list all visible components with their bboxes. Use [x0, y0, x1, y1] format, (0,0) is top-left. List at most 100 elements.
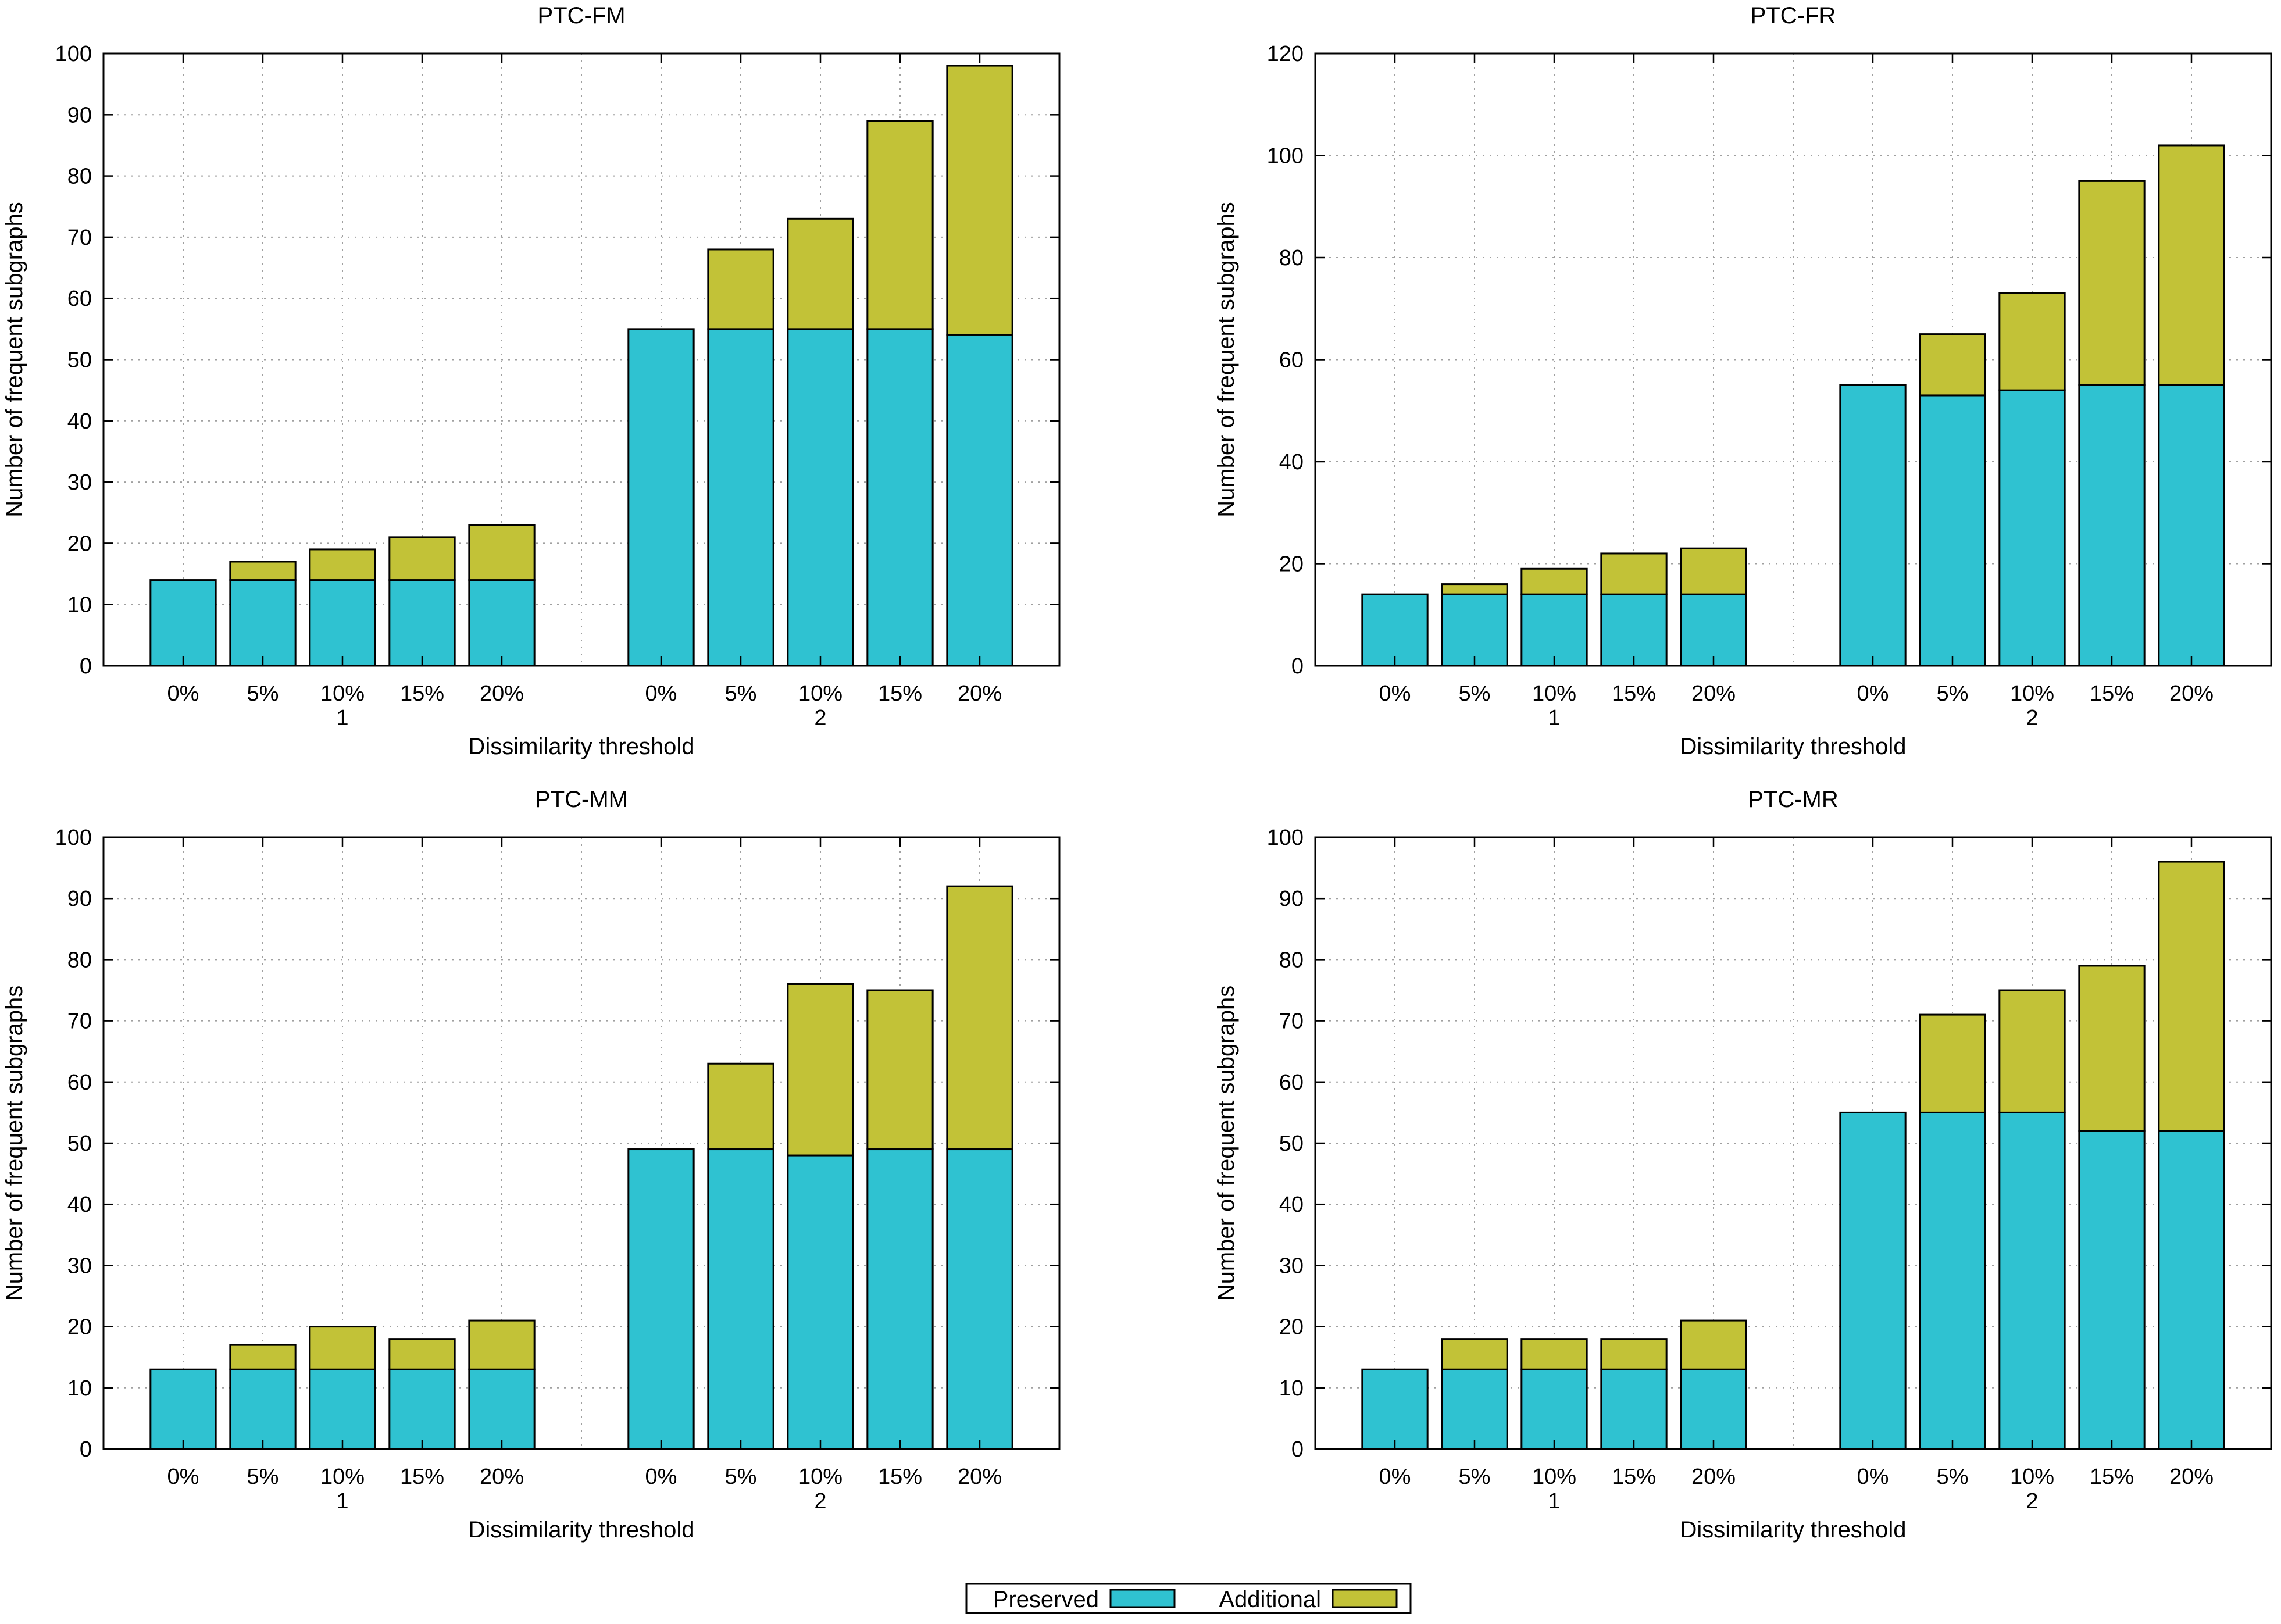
y-tick-label: 100 — [55, 42, 92, 66]
y-tick-label: 80 — [67, 948, 92, 972]
x-tick-label: 0% — [1857, 1465, 1889, 1489]
x-tick-label: 5% — [247, 681, 279, 706]
y-tick-label: 80 — [67, 165, 92, 189]
bar-additional — [866, 120, 934, 330]
y-tick-label: 30 — [67, 470, 92, 495]
x-tick-label: 15% — [2090, 1465, 2134, 1489]
bar-additional — [229, 1344, 297, 1370]
bar-preserved — [1680, 593, 1747, 667]
bar-additional — [309, 1326, 376, 1370]
x-tick-label: 0% — [645, 681, 677, 706]
y-tick-label: 30 — [1279, 1254, 1304, 1278]
x-tick-label: 10% — [2010, 1465, 2054, 1489]
x-tick-label: 20% — [2169, 681, 2214, 706]
bar-additional — [388, 1338, 456, 1370]
y-tick-label: 100 — [1267, 144, 1304, 169]
bar-preserved — [1600, 1368, 1668, 1450]
x-tick-label: 5% — [725, 681, 757, 706]
y-tick-label: 70 — [67, 1009, 92, 1034]
plot-frame — [102, 836, 1061, 1450]
x-tick-label: 15% — [878, 1465, 922, 1489]
bar-preserved — [946, 1148, 1013, 1450]
bar-additional — [1680, 1319, 1747, 1370]
bar-preserved — [229, 1368, 297, 1450]
x-tick-label: 15% — [1612, 1465, 1656, 1489]
bar-preserved — [149, 1368, 217, 1450]
bar-preserved — [707, 328, 774, 667]
y-tick-label: 70 — [1279, 1009, 1304, 1034]
x-tick-label: 15% — [400, 681, 444, 706]
x-tick-label: 10% — [320, 1465, 365, 1489]
bar-preserved — [309, 1368, 376, 1450]
x-tick-label: 20% — [1691, 681, 1736, 706]
x-group-label: 2 — [814, 1489, 826, 1514]
y-axis-label: Number of frequent subgraphs — [2, 202, 27, 517]
x-tick-label: 15% — [2090, 681, 2134, 706]
bar-preserved — [2078, 1130, 2146, 1450]
bar-additional — [229, 561, 297, 581]
y-tick-label: 10 — [67, 593, 92, 618]
bar-additional — [707, 1062, 774, 1151]
y-tick-label: 0 — [80, 654, 92, 679]
bar-preserved — [1361, 593, 1429, 667]
bar-additional — [1919, 1013, 1986, 1113]
y-tick-label: 60 — [1279, 1070, 1304, 1095]
legend-label-preserved: Preserved — [993, 1587, 1099, 1612]
chart-title: PTC-FR — [1751, 3, 1836, 28]
chart-title: PTC-MR — [1748, 787, 1839, 812]
bar-additional — [946, 65, 1013, 336]
x-tick-label: 0% — [1857, 681, 1889, 706]
bar-preserved — [309, 579, 376, 667]
x-tick-label: 15% — [400, 1465, 444, 1489]
bar-preserved — [2078, 384, 2146, 667]
y-tick-label: 50 — [67, 1132, 92, 1156]
bar-preserved — [1441, 593, 1508, 667]
x-tick-label: 10% — [798, 1465, 843, 1489]
x-tick-label: 20% — [958, 681, 1002, 706]
x-tick-label: 5% — [725, 1465, 757, 1489]
x-tick-label: 10% — [1532, 1465, 1576, 1489]
chart-title: PTC-FM — [537, 3, 625, 28]
x-group-label: 1 — [1548, 1489, 1560, 1514]
bar-additional — [2078, 180, 2146, 386]
x-tick-label: 10% — [1532, 681, 1576, 706]
x-tick-label: 5% — [1937, 1465, 1969, 1489]
y-axis-label: Number of frequent subgraphs — [1213, 202, 1239, 517]
y-tick-label: 100 — [55, 826, 92, 850]
bar-additional — [1441, 583, 1508, 595]
bar-preserved — [707, 1148, 774, 1450]
legend: Preserved Additional — [965, 1583, 1412, 1614]
y-tick-label: 90 — [67, 887, 92, 911]
bar-preserved — [1520, 593, 1588, 667]
bar-additional — [468, 1319, 536, 1370]
x-axis-label: Dissimilarity threshold — [1680, 1517, 1907, 1543]
bar-additional — [1441, 1338, 1508, 1370]
y-tick-label: 20 — [1279, 552, 1304, 577]
plot-frame — [102, 52, 1061, 667]
bar-preserved — [866, 328, 934, 667]
bar-additional — [1998, 292, 2066, 391]
y-tick-label: 40 — [67, 409, 92, 434]
x-tick-label: 10% — [2010, 681, 2054, 706]
bar-preserved — [2158, 1130, 2225, 1450]
bar-preserved — [866, 1148, 934, 1450]
x-tick-label: 5% — [1459, 681, 1491, 706]
bar-preserved — [1839, 1111, 1907, 1450]
x-tick-label: 0% — [1379, 1465, 1411, 1489]
x-axis-label: Dissimilarity threshold — [469, 1517, 695, 1543]
bar-additional — [2078, 965, 2146, 1132]
legend-swatch-additional — [1332, 1589, 1398, 1608]
x-tick-label: 10% — [798, 681, 843, 706]
x-tick-label: 20% — [958, 1465, 1002, 1489]
x-tick-label: 0% — [167, 681, 199, 706]
x-tick-label: 0% — [645, 1465, 677, 1489]
y-axis-label: Number of frequent subgraphs — [2, 986, 27, 1301]
bar-preserved — [468, 1368, 536, 1450]
y-tick-label: 60 — [67, 1070, 92, 1095]
bar-additional — [707, 248, 774, 330]
bar-additional — [1919, 333, 1986, 397]
x-group-label: 1 — [336, 1489, 348, 1514]
y-tick-label: 60 — [67, 287, 92, 311]
